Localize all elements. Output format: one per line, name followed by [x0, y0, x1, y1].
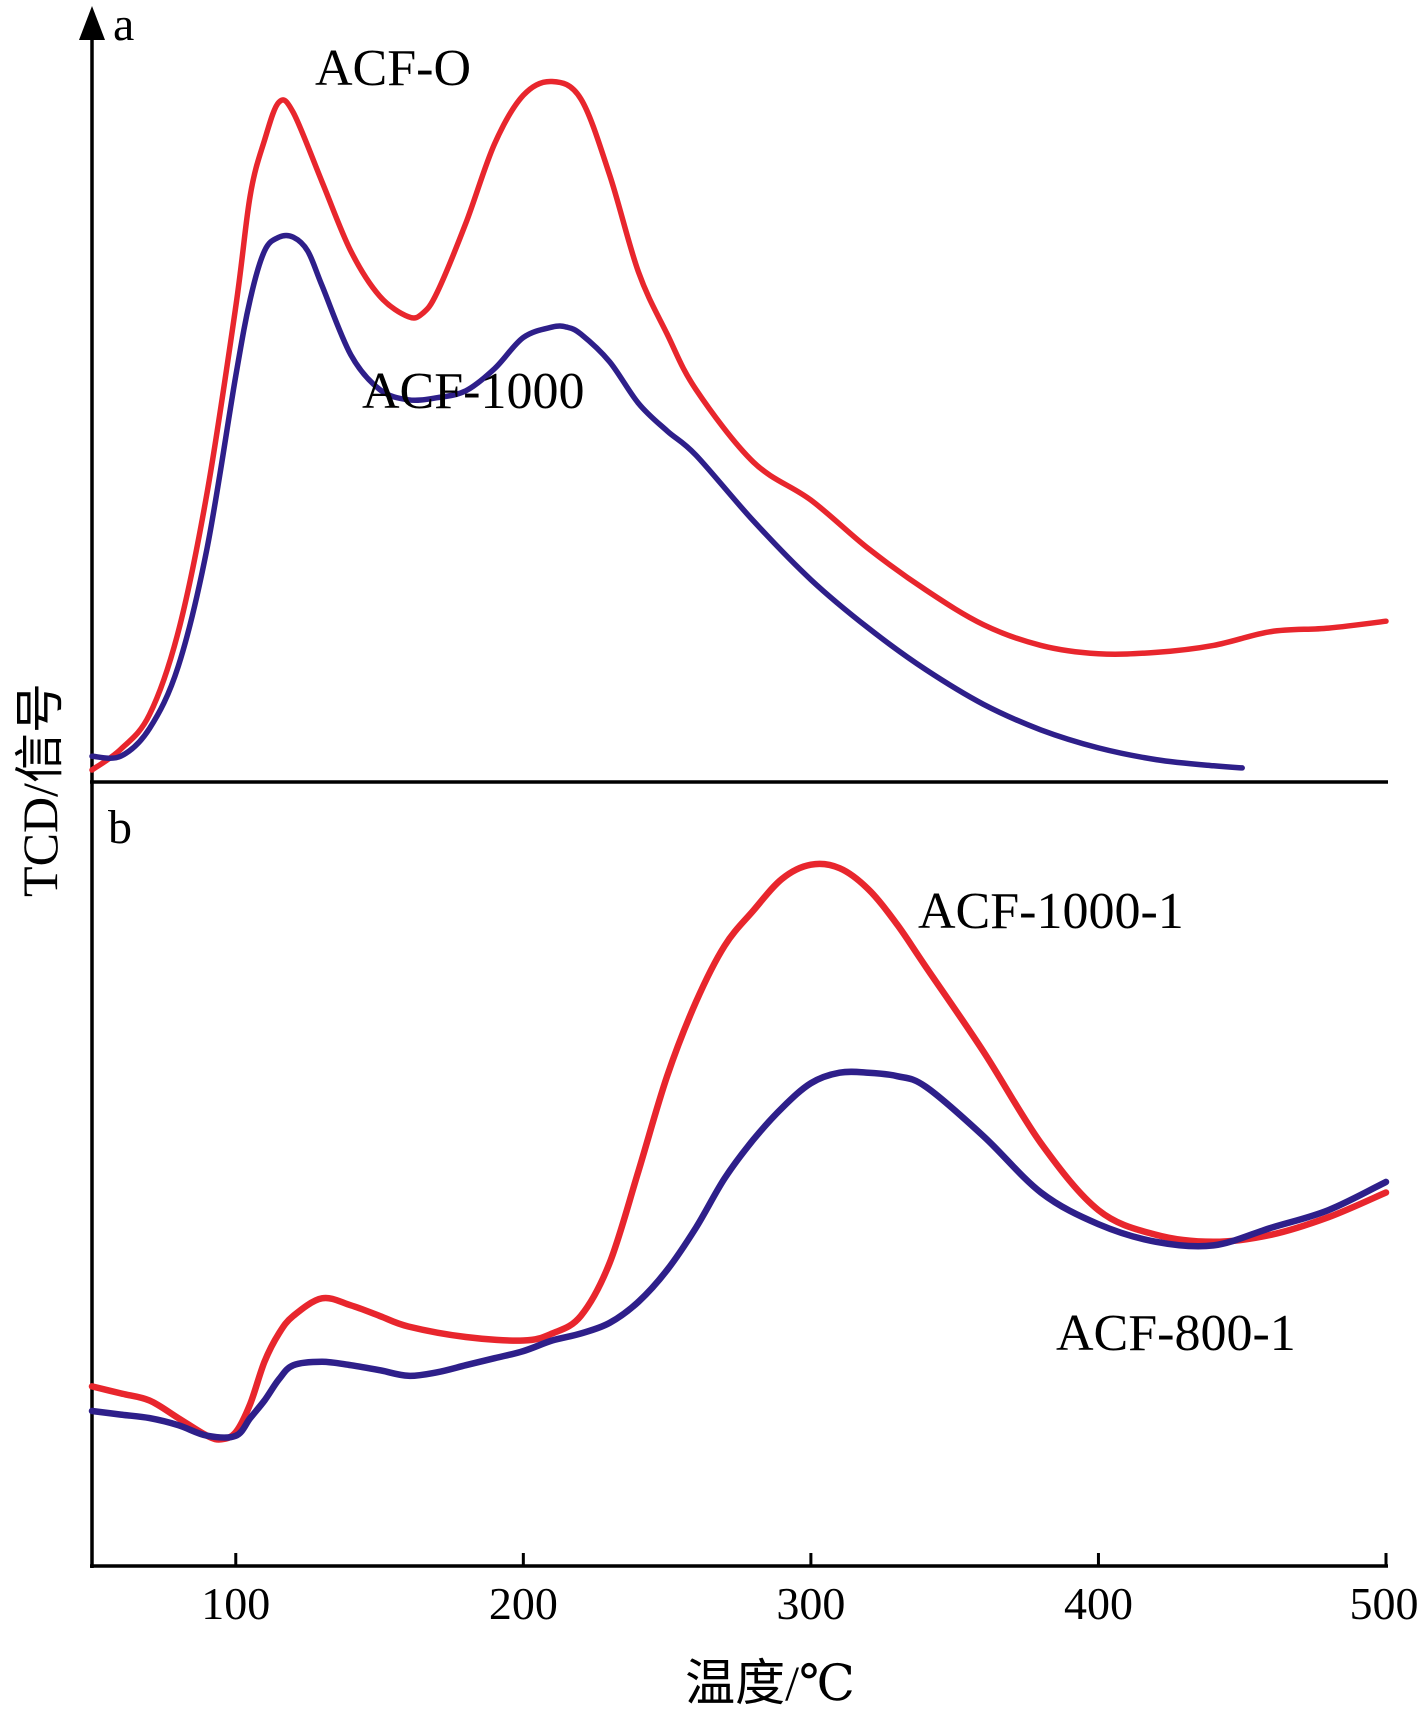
curve-acf-1000-1 [88, 860, 1390, 1443]
x-tick-label-400: 400 [1064, 1578, 1133, 1629]
x-tick-label-200: 200 [489, 1578, 558, 1629]
series-label-acf-1000: ACF-1000 [362, 363, 584, 420]
curve-acf-o [89, 78, 1389, 773]
series-label-acf-1000-1: ACF-1000-1 [918, 883, 1184, 940]
x-tick-label-100: 100 [201, 1578, 270, 1629]
curve-acf-1000 [89, 232, 1245, 771]
x-tick-label-300: 300 [776, 1578, 845, 1629]
x-ticks [234, 1553, 1388, 1566]
curves [88, 78, 1390, 1443]
panel-label-b: b [108, 801, 132, 854]
y-axis-title: TCD/信号 [12, 683, 68, 897]
y-axis-arrow-icon [79, 6, 105, 40]
x-tick-labels: 100 200 300 400 500 [201, 1578, 1417, 1629]
series-label-acf-800-1: ACF-800-1 [1056, 1305, 1296, 1362]
panel-label-a: a [113, 0, 134, 51]
axes [79, 6, 1388, 1568]
series-label-acf-o: ACF-O [315, 40, 471, 97]
curve-acf-800-1 [88, 1068, 1390, 1441]
x-axis-title: 温度/℃ [685, 1655, 855, 1711]
x-tick-label-500: 500 [1350, 1578, 1417, 1629]
